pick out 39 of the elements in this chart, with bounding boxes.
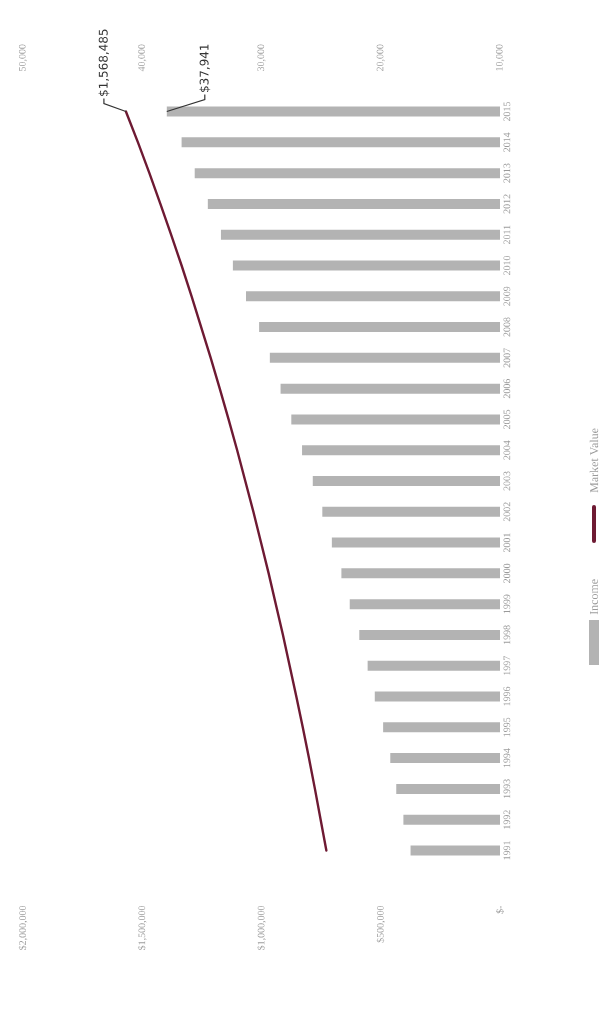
y-tick-label: 1993 bbox=[503, 779, 511, 798]
y-tick-label: 1995 bbox=[503, 717, 511, 737]
y-tick-label: 1994 bbox=[503, 748, 511, 768]
y-tick-label: 1991 bbox=[503, 841, 511, 860]
x-tick-label: $- bbox=[496, 905, 504, 914]
y-tick-label: 2005 bbox=[503, 409, 511, 429]
x-tick-label: $1,000,000 bbox=[257, 905, 266, 950]
y-tick-label: 1992 bbox=[503, 810, 511, 829]
y-tick-label: 2004 bbox=[503, 440, 511, 460]
y-tick-label: 2012 bbox=[503, 194, 511, 214]
y-tick-label: 1999 bbox=[503, 594, 511, 614]
y-tick-label: 2008 bbox=[503, 317, 511, 337]
y-tick-label: 2007 bbox=[503, 348, 511, 368]
y-tick-label: 2003 bbox=[503, 471, 511, 491]
y-tick-label: 2015 bbox=[503, 101, 511, 122]
y-tick-label: 2009 bbox=[503, 286, 511, 306]
x-tick-label: $500,000 bbox=[376, 905, 386, 943]
x2-tick-label: 50,000 bbox=[18, 44, 28, 71]
y-tick-label: 2011 bbox=[503, 225, 511, 245]
text: Income bbox=[590, 579, 598, 615]
y-tick-label: 1997 bbox=[503, 656, 511, 675]
text: Market Value bbox=[589, 428, 599, 493]
y-tick-label: 1996 bbox=[503, 686, 511, 706]
x-tick-label: $1,500,000 bbox=[137, 905, 147, 950]
y-tick-label: 2006 bbox=[503, 378, 511, 399]
x2-tick-label: 40,000 bbox=[138, 44, 147, 72]
x-tick-label: $2,000,000 bbox=[18, 905, 28, 950]
x2-tick-label: 20,000 bbox=[376, 44, 385, 72]
data-label: $1,568,485 bbox=[98, 29, 110, 96]
y-tick-label: 1998 bbox=[503, 625, 511, 645]
y-tick-label: 2000 bbox=[503, 563, 511, 583]
x2-tick-label: 30,000 bbox=[257, 44, 266, 71]
data-label: $37,941 bbox=[199, 44, 211, 92]
y-tick-label: 2013 bbox=[503, 163, 511, 183]
y-tick-label: 2001 bbox=[503, 533, 511, 553]
y-tick-label: 2002 bbox=[503, 502, 511, 522]
x2-tick-label: 10,000 bbox=[495, 44, 505, 71]
y-tick-label: 2014 bbox=[503, 132, 511, 152]
y-tick-label: 2010 bbox=[503, 255, 511, 276]
